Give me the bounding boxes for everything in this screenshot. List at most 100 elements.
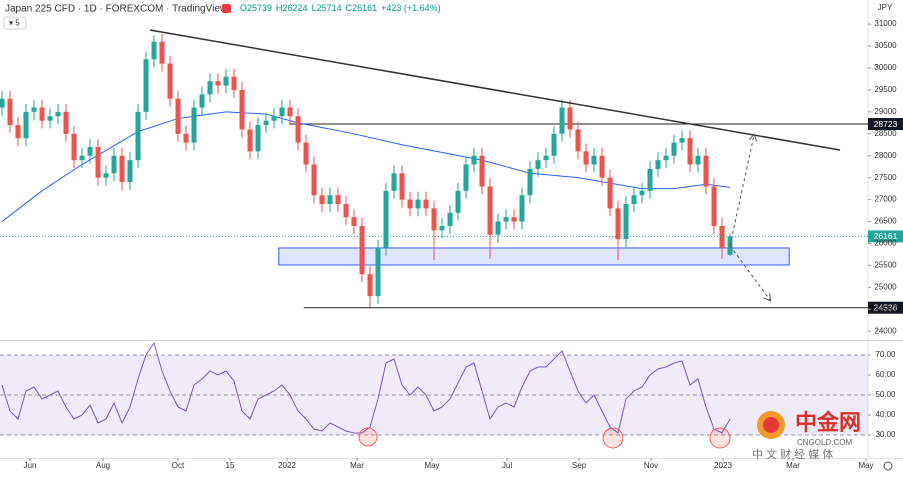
candle-body: [63, 111, 69, 134]
candle-body: [447, 212, 453, 226]
candle-body: [471, 155, 477, 165]
y-tick-label: 25500: [874, 261, 897, 270]
candle-body: [143, 59, 149, 112]
candle-body: [7, 98, 13, 126]
candle-body: [279, 107, 285, 117]
candle-body: [127, 160, 133, 183]
flag-icon[interactable]: [222, 4, 231, 13]
candle-body: [87, 146, 93, 156]
candle-body: [511, 217, 517, 222]
y-tick-label: 29000: [874, 107, 897, 116]
candle-body: [527, 168, 533, 196]
rsi-pane: [0, 341, 868, 449]
candle-body: [615, 208, 621, 240]
candle-body: [655, 160, 661, 169]
x-tick-label: Oct: [172, 461, 185, 470]
candle-body: [463, 164, 469, 191]
candle-body: [319, 195, 325, 204]
candle-body: [567, 107, 573, 130]
candle-body: [175, 98, 181, 134]
level-label: 28723: [874, 119, 898, 129]
trendline: [149, 29, 841, 151]
x-tick-label: 2022: [278, 461, 296, 470]
candle-body: [55, 111, 61, 117]
tagline: 中 文 财 经 媒 体: [752, 447, 833, 461]
candle-body: [687, 138, 693, 165]
candle-body: [519, 195, 525, 222]
candle-body: [543, 155, 549, 161]
projection-arrow: [729, 135, 754, 246]
x-tick-label: Sep: [572, 461, 587, 470]
candle-body: [639, 190, 645, 196]
x-tick-label: Jun: [24, 461, 37, 470]
candle-body: [559, 107, 565, 134]
candle-body: [247, 129, 253, 152]
collapse-button[interactable]: [3, 16, 27, 30]
candle-body: [599, 155, 605, 178]
candle-body: [311, 164, 317, 196]
candle-body: [399, 173, 405, 200]
last-price-label: 26161: [874, 231, 898, 241]
axes: 28723 24536 26161 31000 30500 30000 29500 29000…: [24, 19, 903, 470]
x-tick-label: Nov: [644, 461, 658, 470]
ohlc-value: L25714: [312, 3, 342, 13]
candle-body: [407, 199, 413, 209]
candle-body: [415, 199, 421, 209]
candle-body: [79, 155, 85, 161]
candle-body: [663, 155, 669, 161]
main-pane: [0, 29, 868, 309]
candle-body: [535, 160, 541, 169]
ohlc-values: O25739 H26224 L25714 C26161 +423 (+1.64%): [240, 3, 441, 13]
candle-body: [119, 155, 125, 183]
candle-body: [47, 116, 53, 121]
y-tick-label: 28000: [874, 151, 897, 160]
level-label-bg: [868, 118, 903, 131]
x-tick-label: 2023: [714, 461, 732, 470]
ohlc-value: +423 (+1.64%): [381, 3, 441, 13]
candle-body: [295, 116, 301, 143]
candle-body: [487, 186, 493, 235]
level-label-bg: [868, 301, 903, 314]
candle-body: [591, 155, 597, 165]
candle-body: [15, 125, 21, 139]
ohlc-value: C26161: [346, 3, 378, 13]
rsi-tick-label: 50.00: [875, 390, 896, 399]
candle-body: [159, 41, 165, 64]
moving-average: [1, 111, 731, 222]
site: CNGOLD.COM: [797, 438, 852, 447]
candle-body: [375, 247, 381, 297]
level-label: 24536: [874, 302, 898, 312]
candle-body: [335, 195, 341, 204]
indicator-input-value: 5: [15, 19, 20, 28]
candle-body: [711, 186, 717, 226]
x-tick-label: May: [858, 461, 873, 470]
y-tick-label: 31000: [874, 19, 897, 28]
last-price-bg: [868, 230, 903, 243]
settings-icon[interactable]: [883, 461, 893, 471]
symbol-title: Japan 225 CFD · 1D · FOREXCOM · TradingV…: [5, 4, 228, 15]
candle-body: [695, 155, 701, 165]
candle-body: [439, 225, 445, 231]
highlight-circle: [709, 427, 731, 449]
highlight-circle: [358, 427, 378, 447]
candle-body: [631, 195, 637, 204]
candle-body: [327, 195, 333, 204]
candle-body: [239, 89, 245, 130]
candle-body: [103, 173, 109, 178]
candle-body: [303, 142, 309, 165]
ohlc-value: H26224: [276, 3, 308, 13]
candle-body: [423, 199, 429, 209]
candle-body: [495, 221, 501, 235]
candle-body: [391, 173, 397, 191]
candle-body: [287, 107, 293, 117]
rsi-line: [1, 341, 731, 434]
y-tick-label: 29500: [874, 85, 897, 94]
y-tick-label: 28500: [874, 129, 897, 138]
candle-body: [351, 217, 357, 226]
y-tick-label: 30500: [874, 41, 897, 50]
candle-body: [263, 120, 269, 126]
candle-body: [39, 107, 45, 121]
brand: 中金网: [795, 410, 861, 435]
